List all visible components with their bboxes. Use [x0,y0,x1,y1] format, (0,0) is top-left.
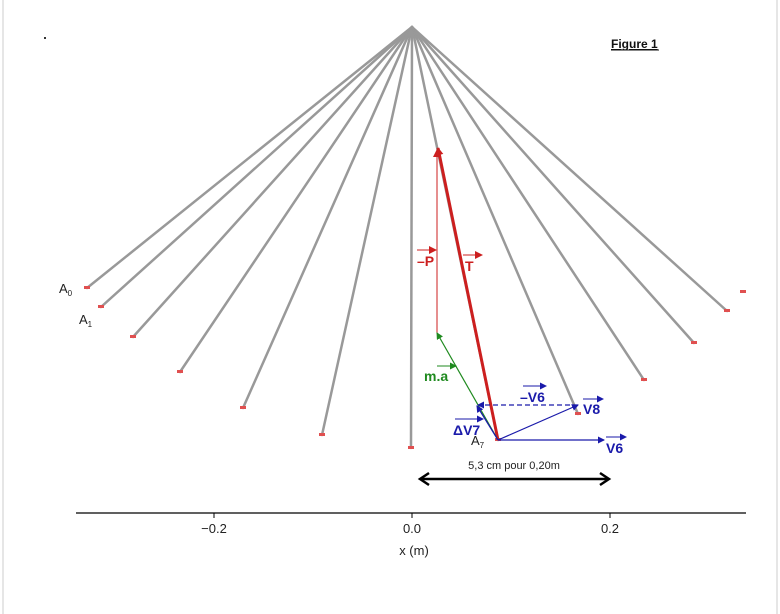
x-tick-label: 0.2 [601,521,619,536]
x-tick-label: 0.0 [403,521,421,536]
string-9 [410,25,646,382]
delta-v7-label-group: ΔV7 [453,415,484,438]
string-6 [409,25,414,450]
mass-marker [130,335,136,338]
v8-label-group: V8 [583,395,604,417]
string-3 [178,25,414,374]
mass-marker [691,341,697,344]
mass-marker [240,406,246,409]
ma-vector [436,332,499,441]
delta-v7-vector [476,405,499,441]
v6-label: V6 [606,440,623,456]
label-a7: A7 [471,433,485,450]
pendulum-strings [85,25,729,450]
string-8 [410,25,580,416]
mass-marker [641,378,647,381]
corner-dot [44,37,46,39]
string-2 [131,25,414,339]
mass-marker [98,305,104,308]
ma-label: m.a [424,368,448,384]
v8-vector [497,404,579,441]
scale-arrowhead-right [599,471,612,487]
t-label: T [465,258,474,274]
mass-marker [84,286,90,289]
ma-label-group: m.a [424,362,457,384]
minus-p-label-group: –P [417,246,437,269]
label-a0: A0 [59,281,73,298]
string-11 [410,25,729,313]
x-tick-label: −0.2 [201,521,227,536]
string-10 [410,25,696,345]
mass-marker [177,370,183,373]
mass-marker [575,412,581,415]
string-5 [320,25,414,437]
scale-arrowhead-left [417,471,430,487]
string-0 [85,25,414,290]
delta-v7-label: ΔV7 [453,422,480,438]
scale-double-arrow [417,471,612,487]
mass-marker [740,290,746,293]
string-4 [241,25,414,410]
string-1 [99,25,414,309]
mass-marker [724,309,730,312]
v6-label-group: V6 [606,433,627,456]
t-label-group: T [463,251,483,274]
scale-note: 5,3 cm pour 0,20m [468,460,560,472]
minus-v6-label-group: –V6 [520,382,547,405]
v8-label: V8 [583,401,600,417]
mass-markers [84,286,746,449]
mass-marker [408,446,414,449]
minus-p-label: –P [417,253,434,269]
label-a1: A1 [79,312,93,329]
figure-title: Figure 1 [611,37,658,51]
mass-marker [319,433,325,436]
x-axis: −0.2 0.0 0.2 x (m) [76,512,746,558]
x-axis-label: x (m) [399,543,429,558]
tension-vector [435,147,500,441]
minus-v6-label: –V6 [520,389,545,405]
